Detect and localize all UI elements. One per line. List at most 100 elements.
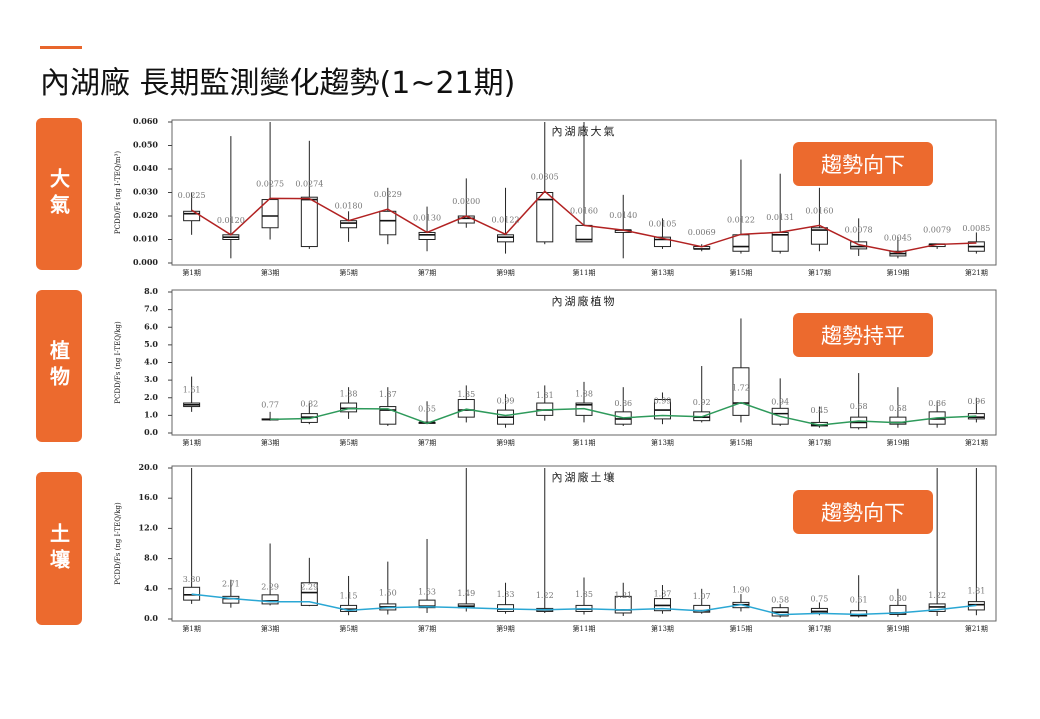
box-body	[379, 210, 397, 236]
plot-frame	[171, 465, 997, 622]
box-body	[889, 604, 907, 615]
value-label: 1.35	[575, 590, 593, 599]
x-tick-label: 第5期	[339, 438, 357, 447]
value-label: 0.0120	[217, 216, 245, 225]
box-body	[536, 192, 554, 243]
value-label: 1.37	[654, 590, 672, 599]
value-label: 0.0105	[648, 219, 676, 228]
y-tick-label: 0.030	[133, 187, 158, 197]
x-tick-label: 第19期	[886, 268, 909, 277]
x-tick-label: 第1期	[182, 438, 200, 447]
y-tick-label: 1.0	[144, 409, 158, 419]
value-label: 0.45	[811, 406, 829, 415]
box-body	[810, 227, 828, 245]
box-body	[889, 416, 907, 425]
value-label: 0.0274	[295, 180, 323, 189]
value-label: 1.63	[418, 588, 436, 597]
box-body	[732, 234, 750, 252]
x-tick-label: 第17期	[808, 624, 831, 633]
value-label: 0.0131	[766, 213, 794, 222]
value-label: 0.61	[850, 595, 868, 604]
value-label: 1.22	[928, 591, 946, 600]
x-tick-label: 第15期	[729, 438, 752, 447]
value-label: 0.0229	[374, 190, 402, 199]
y-tick-label: 0.020	[133, 210, 158, 220]
x-tick-label: 第15期	[729, 624, 752, 633]
y-axis-label: PCDD/Fs (ng I-TEQ/kg)	[114, 321, 122, 404]
value-label: 1.38	[340, 390, 358, 399]
value-label: 0.0160	[570, 206, 598, 215]
trend-badge: 趨勢持平	[793, 313, 933, 357]
y-tick-label: 0.050	[133, 140, 158, 150]
value-label: 0.0122	[727, 215, 755, 224]
value-label: 1.15	[340, 591, 358, 600]
panel-label: 植物	[36, 290, 82, 442]
value-label: 0.58	[889, 404, 907, 413]
box-body	[457, 399, 475, 418]
value-label: 1.49	[457, 589, 475, 598]
value-label: 0.0200	[452, 197, 480, 206]
value-label: 0.82	[300, 400, 318, 409]
x-tick-label: 第9期	[496, 268, 514, 277]
panel-label: 土壤	[36, 472, 82, 625]
y-tick-label: 7.0	[144, 304, 158, 314]
value-label: 1.61	[183, 386, 201, 395]
y-tick-label: 12.0	[139, 522, 159, 532]
x-tick-label: 第13期	[651, 438, 674, 447]
value-label: 0.77	[261, 400, 279, 409]
trend-badge: 趨勢向下	[793, 142, 933, 186]
x-tick-label: 第5期	[339, 268, 357, 277]
box-body	[300, 196, 318, 248]
value-label: 0.0160	[805, 206, 833, 215]
x-tick-label: 第1期	[182, 624, 200, 633]
y-tick-label: 0.0	[144, 613, 158, 623]
x-tick-label: 第21期	[965, 438, 988, 447]
y-tick-label: 16.0	[139, 492, 159, 502]
y-tick-label: 8.0	[144, 553, 158, 563]
box-body	[418, 231, 436, 240]
value-label: 0.99	[497, 397, 515, 406]
x-tick-label: 第11期	[573, 268, 596, 277]
value-label: 0.0140	[609, 211, 637, 220]
y-tick-label: 0.060	[133, 116, 158, 126]
y-tick-label: 8.0	[144, 286, 158, 296]
x-tick-label: 第9期	[496, 624, 514, 633]
chart-title: 內湖廠植物	[552, 294, 617, 308]
value-label: 2.71	[222, 580, 240, 589]
x-tick-label: 第11期	[573, 438, 596, 447]
y-tick-label: 2.0	[144, 392, 158, 402]
value-label: 1.35	[457, 390, 475, 399]
value-label: 0.75	[811, 594, 829, 603]
value-label: 0.0045	[884, 233, 912, 242]
value-label: 0.0069	[688, 228, 716, 237]
value-label: 1.37	[379, 390, 397, 399]
value-label: 0.99	[654, 397, 672, 406]
value-label: 1.50	[379, 589, 397, 598]
box-body	[183, 586, 201, 601]
value-label: 0.0079	[923, 225, 951, 234]
chart-title: 內湖廠大氣	[552, 124, 617, 138]
trend-badge: 趨勢向下	[793, 490, 933, 534]
y-tick-label: 0.0	[144, 427, 158, 437]
x-tick-label: 第9期	[496, 438, 514, 447]
accent-bar	[40, 46, 82, 49]
value-label: 0.0130	[413, 213, 441, 222]
chart-title: 內湖廠土壤	[552, 470, 617, 484]
x-tick-label: 第5期	[339, 624, 357, 633]
x-tick-label: 第21期	[965, 268, 988, 277]
value-label: 1.90	[732, 586, 750, 595]
value-label: 0.68	[850, 402, 868, 411]
box-body	[183, 210, 201, 222]
value-label: 0.92	[693, 398, 711, 407]
value-label: 1.72	[732, 384, 750, 393]
box-body	[653, 236, 671, 248]
y-tick-label: 5.0	[144, 339, 158, 349]
box-body	[418, 599, 436, 609]
y-tick-label: 0.010	[133, 234, 158, 244]
value-label: 0.0275	[256, 179, 284, 188]
y-axis-label: PCDD/Fs (ng I-TEQ/m³)	[114, 151, 122, 234]
x-tick-label: 第19期	[886, 438, 909, 447]
value-label: 0.55	[418, 404, 436, 413]
y-axis-label: PCDD/Fs (ng I-TEQ/kg)	[114, 502, 122, 585]
